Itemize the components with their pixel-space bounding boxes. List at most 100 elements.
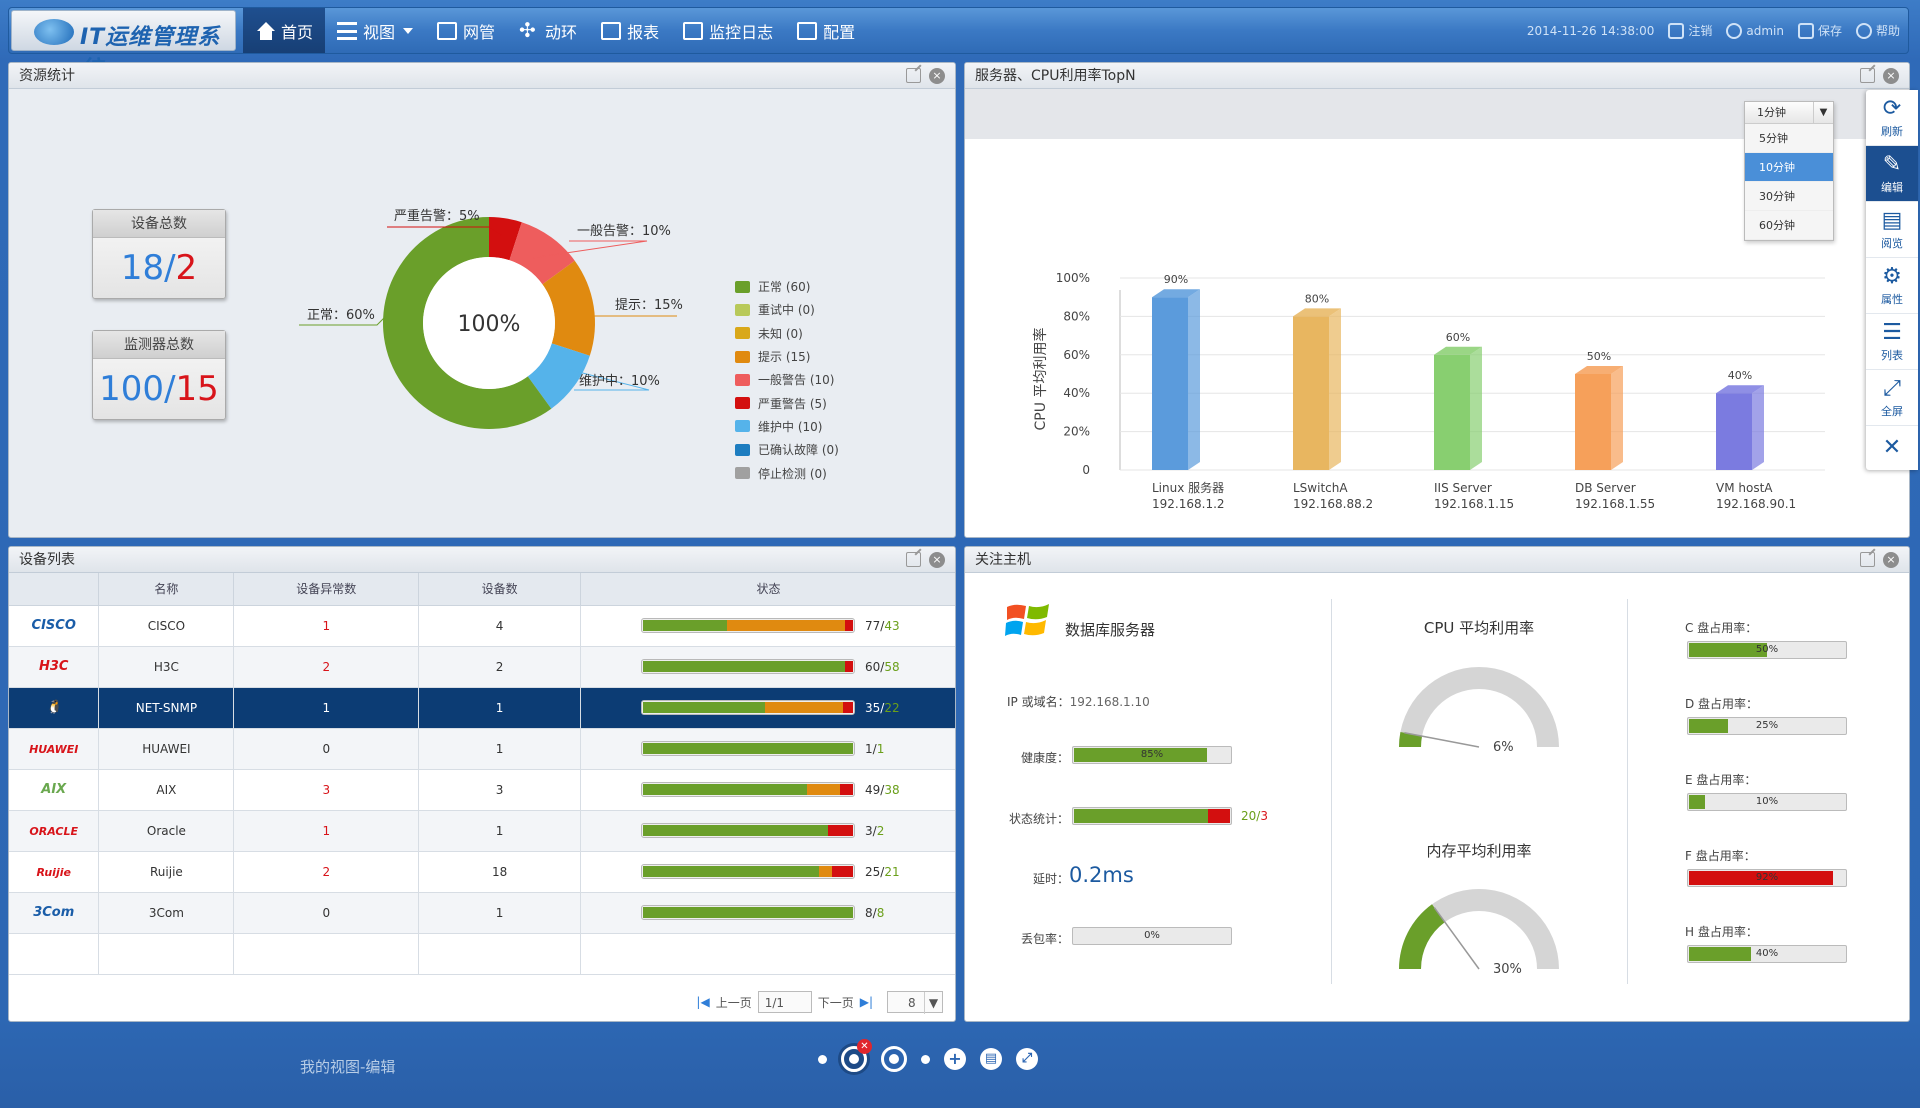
table-row[interactable]: HUAWEI HUAWEI 0 1 1/1 [9, 728, 955, 770]
table-row[interactable]: CISCO CISCO 1 4 77/43 [9, 605, 955, 647]
bar[interactable] [1575, 374, 1611, 470]
donut-slice[interactable] [489, 217, 522, 261]
legend-item[interactable]: 正常 (60) [735, 275, 839, 298]
interval-option[interactable]: 10分钟 [1745, 153, 1833, 182]
view-dot[interactable] [818, 1054, 827, 1064]
legend-item[interactable]: 一般警告 (10) [735, 368, 839, 391]
edit-icon[interactable] [1860, 68, 1875, 83]
bar-value-label: 50% [1587, 350, 1611, 363]
interval-option[interactable]: 30分钟 [1745, 182, 1833, 211]
side-tool-fullscreen[interactable]: ⤢ 全屏 [1866, 370, 1918, 426]
save-button[interactable]: 保存 [1797, 22, 1842, 39]
y-tick-label: 40% [1063, 386, 1090, 400]
status-cell: 77/43 [580, 605, 955, 647]
edit-icon[interactable] [906, 552, 921, 567]
status-bar-segment [643, 743, 854, 754]
close-icon[interactable]: × [929, 552, 945, 568]
view-circle[interactable] [881, 1046, 907, 1072]
main-nav: 首页 视图 网管 动环 报表 监控日志 配置 [243, 8, 867, 53]
nav-item-2[interactable]: 网管 [425, 8, 507, 53]
y-tick-label: 100% [1056, 271, 1090, 285]
edit-icon[interactable] [1860, 552, 1875, 567]
page-input[interactable]: 1/1 [757, 991, 812, 1013]
column-header[interactable]: 名称 [98, 573, 235, 606]
bar[interactable] [1293, 316, 1329, 470]
bar[interactable] [1434, 354, 1470, 470]
help-button[interactable]: 帮助 [1855, 22, 1900, 39]
logout-button[interactable]: 注销 [1668, 22, 1712, 39]
legend-item[interactable]: 重试中 (0) [735, 298, 839, 321]
side-tool-list[interactable]: ☰ 列表 [1866, 314, 1918, 370]
table-row[interactable]: ORACLE Oracle 1 1 3/2 [9, 810, 955, 852]
disk-usage-fill [1689, 947, 1752, 961]
bar[interactable] [1152, 297, 1188, 470]
table-row[interactable]: AIX AIX 3 3 49/38 [9, 769, 955, 811]
nav-item-6[interactable]: 配置 [785, 8, 867, 53]
nav-item-0[interactable]: 首页 [243, 8, 326, 53]
column-header[interactable] [9, 573, 100, 606]
device-name: HUAWEI [98, 728, 235, 770]
empty-cell [233, 933, 420, 975]
x-tick-ip: 192.168.1.2 [1152, 497, 1225, 511]
donut-slice[interactable] [527, 343, 590, 409]
bar-side [1470, 346, 1482, 470]
y-tick-label: 80% [1063, 309, 1090, 323]
page-size-select[interactable]: 8 ▼ [887, 991, 943, 1014]
view-fullscreen-icon[interactable]: ⤢ [1016, 1048, 1038, 1070]
edit-icon[interactable] [906, 68, 921, 83]
column-header[interactable]: 设备异常数 [233, 573, 420, 606]
user-button[interactable]: admin [1726, 22, 1784, 39]
status-bar-track [643, 620, 853, 631]
donut-slice[interactable] [382, 217, 552, 429]
column-header[interactable]: 设备数 [418, 573, 582, 606]
side-tool-refresh[interactable]: ⟳ 刷新 [1866, 90, 1918, 146]
table-row[interactable]: H3C H3C 2 2 60/58 [9, 646, 955, 688]
first-page-icon[interactable]: |◀ [696, 995, 710, 1009]
side-tool-document[interactable]: ▤ 阅览 [1866, 202, 1918, 258]
edit-icon: ✎ [1882, 151, 1902, 177]
chevron-down-icon[interactable]: ▼ [1813, 102, 1833, 123]
nav-item-3[interactable]: 动环 [507, 8, 589, 53]
app-logo[interactable]: IT运维管理系统 [11, 10, 236, 82]
prev-page-button[interactable]: 上一页 [715, 995, 752, 1010]
table-row[interactable]: 3Com 3Com 0 1 8/8 [9, 892, 955, 934]
side-tool-close[interactable]: ✕ [1866, 426, 1918, 470]
donut-slice[interactable] [509, 222, 575, 285]
table-row[interactable]: 🐧 NET-SNMP 1 1 35/22 [9, 687, 955, 729]
last-page-icon[interactable]: ▶| [859, 995, 873, 1009]
disk-label: H 盘占用率： [1685, 925, 1758, 939]
view-document-icon[interactable]: ▤ [980, 1048, 1002, 1070]
add-view-icon[interactable]: + [944, 1048, 966, 1070]
next-page-button[interactable]: 下一页 [817, 995, 854, 1010]
nav-item-4[interactable]: 报表 [589, 8, 671, 53]
interval-option[interactable]: 60分钟 [1745, 211, 1833, 240]
legend-item[interactable]: 已确认故障 (0) [735, 438, 839, 461]
bar-value-label: 60% [1446, 331, 1470, 344]
close-icon[interactable]: × [1883, 552, 1899, 568]
legend-item[interactable]: 严重警告 (5) [735, 391, 839, 414]
column-header[interactable]: 状态 [580, 573, 955, 606]
remove-view-icon[interactable]: ✕ [857, 1039, 872, 1054]
interval-option[interactable]: 5分钟 [1745, 124, 1833, 153]
legend-item[interactable]: 提示 (15) [735, 345, 839, 368]
chevron-down-icon[interactable] [403, 27, 414, 34]
close-icon[interactable]: × [1883, 68, 1899, 84]
view-current[interactable]: ✕ [841, 1039, 872, 1072]
legend-item[interactable]: 维护中 (10) [735, 415, 839, 438]
side-tool-gear[interactable]: ⚙ 属性 [1866, 258, 1918, 314]
legend-item[interactable]: 停止检测 (0) [735, 461, 839, 484]
status-cell: 8/8 [580, 892, 955, 934]
legend-item[interactable]: 未知 (0) [735, 322, 839, 345]
table-row[interactable]: Ruijie Ruijie 2 18 25/21 [9, 851, 955, 893]
nav-item-1[interactable]: 视图 [325, 8, 425, 53]
side-tool-edit[interactable]: ✎ 编辑 [1866, 146, 1918, 202]
interval-selected[interactable]: 1分钟 ▼ [1745, 102, 1833, 124]
donut-slice[interactable] [542, 260, 595, 356]
bar[interactable] [1716, 393, 1752, 470]
interval-dropdown[interactable]: 1分钟 ▼ 5分钟 10分钟 30分钟 60分钟 [1744, 101, 1834, 241]
nav-item-5[interactable]: 监控日志 [671, 8, 785, 53]
health-bar-fill [1074, 748, 1207, 762]
view-dot[interactable] [921, 1054, 930, 1064]
close-icon[interactable]: × [929, 68, 945, 84]
chevron-down-icon[interactable]: ▼ [924, 992, 942, 1014]
